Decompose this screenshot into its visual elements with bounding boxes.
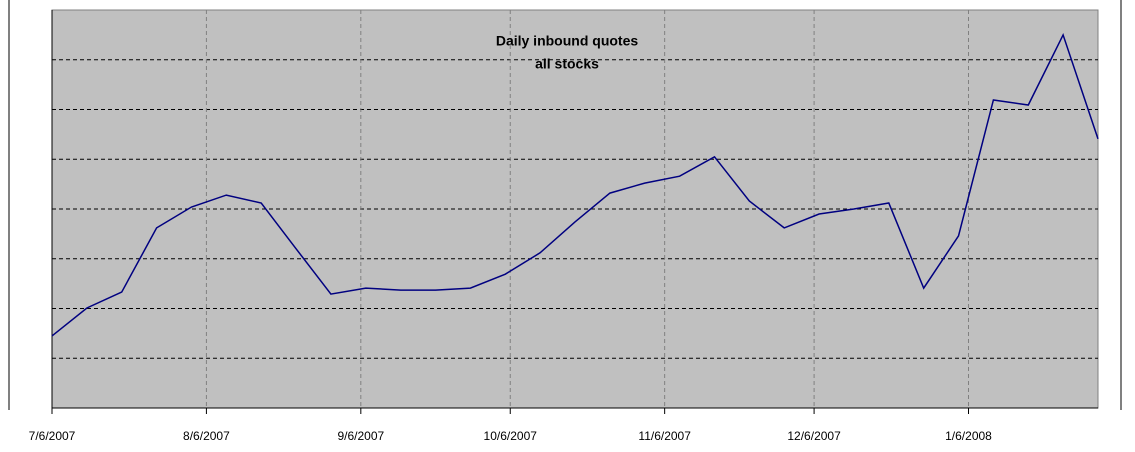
chart-title: all stocks	[535, 56, 599, 72]
x-tick-label: 7/6/2007	[29, 429, 76, 443]
x-tick-label: 1/6/2008	[945, 429, 992, 443]
x-tick-label: 10/6/2007	[484, 429, 538, 443]
x-tick-label: 11/6/2007	[638, 429, 691, 443]
x-tick-label: 9/6/2007	[337, 429, 384, 443]
data-line	[51, 32, 1099, 337]
chart-title: Daily inbound quotes	[496, 33, 639, 49]
x-tick-label: 12/6/2007	[787, 429, 841, 443]
x-tick-label: 8/6/2007	[183, 429, 230, 443]
